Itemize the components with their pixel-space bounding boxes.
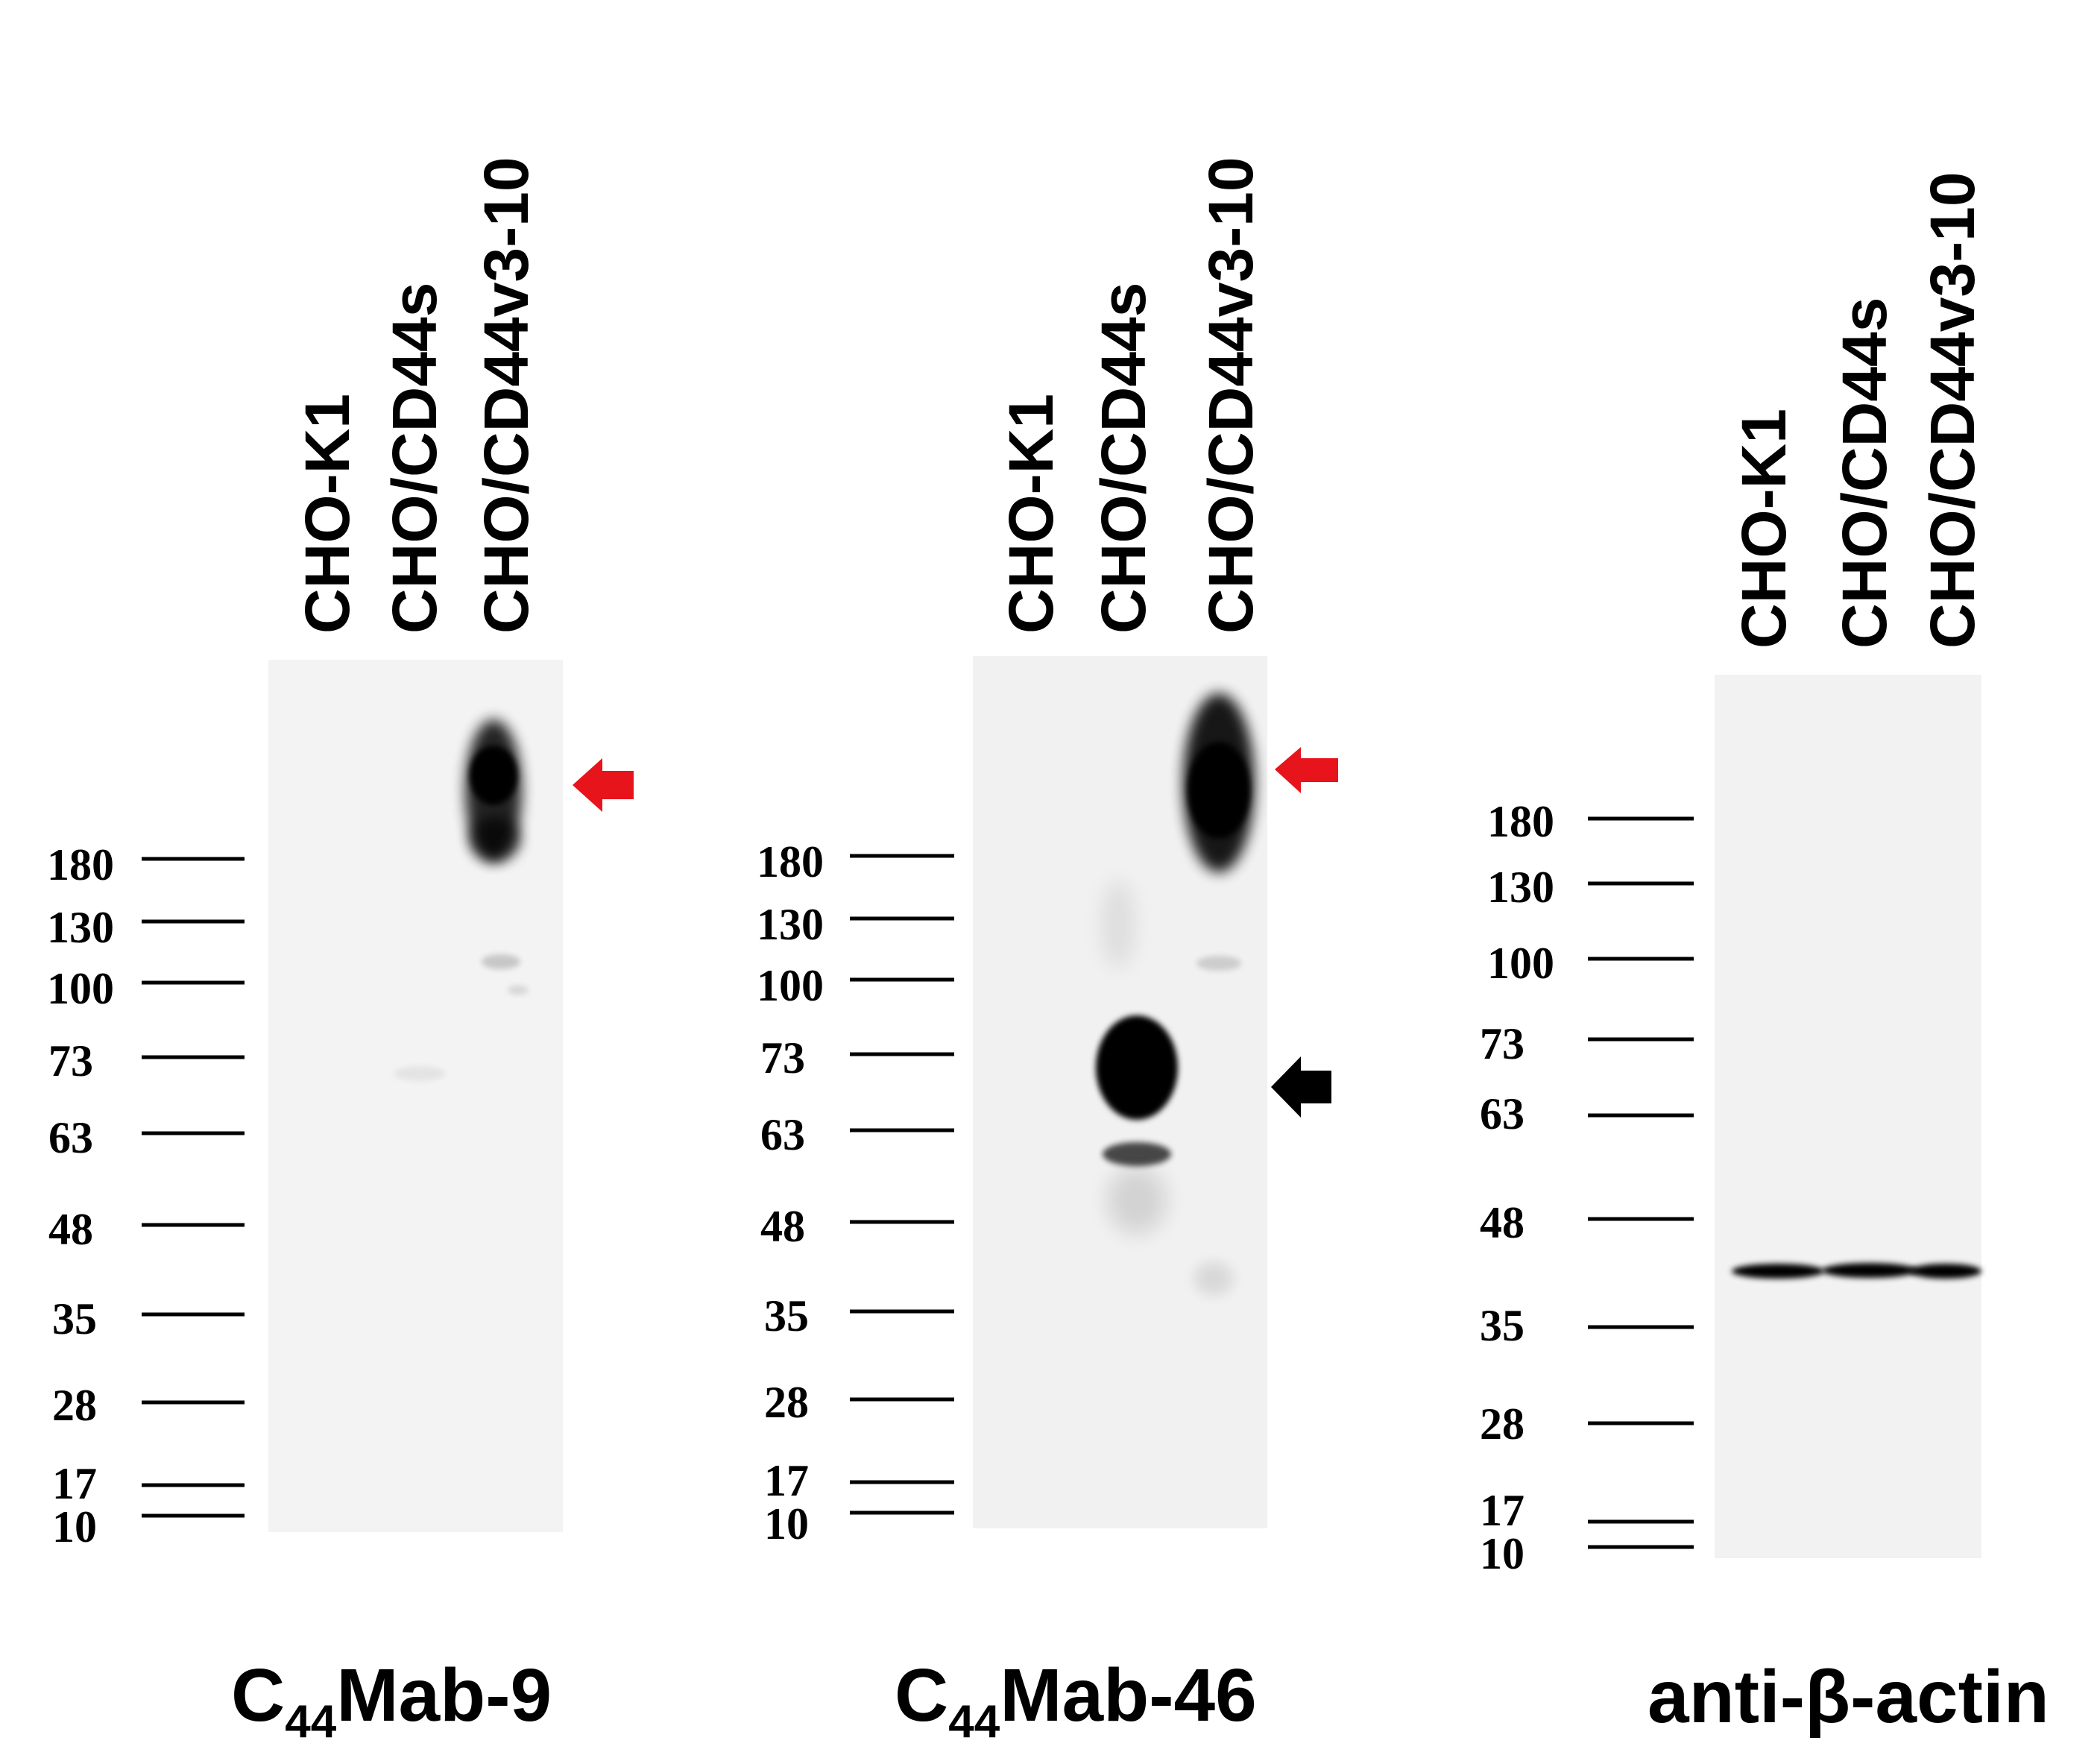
marker-label-63: 63 [48,1113,93,1162]
marker-label-63: 63 [760,1110,805,1159]
panel-c44mab-46: CHO-K1 CHO/CD44s CHO/CD44v3-10 [757,157,1338,1748]
lane-label-cho-cd44s: CHO/CD44s [1829,297,1899,649]
blot-bands [1096,693,1255,1295]
band-cd44s-smear-top [1102,880,1135,969]
lane-label-cho-cd44v3-10: CHO/CD44v3-10 [471,157,541,634]
marker-label-48: 48 [760,1202,805,1251]
marker-label-73: 73 [760,1033,805,1083]
blot-bands [1732,1263,1981,1279]
lane-label-cho-k1: CHO-K1 [996,394,1066,634]
marker-label-10: 10 [764,1499,809,1549]
blot-membrane [1715,675,1981,1558]
band-actin-cho-cd44v3-10 [1910,1264,1981,1279]
band-cd44v3-10-lower [470,816,520,861]
lane-label-cho-cd44s: CHO/CD44s [379,283,450,634]
band-actin-cho-k1 [1732,1264,1824,1279]
band-actin-cho-cd44s [1822,1263,1917,1278]
marker-label-130: 130 [1487,863,1554,912]
marker-label-35: 35 [1480,1301,1524,1350]
lane-label-cho-cd44v3-10: CHO/CD44v3-10 [1917,171,1987,649]
black-arrow-icon [1271,1056,1331,1118]
panel-anti-beta-actin: CHO-K1 CHO/CD44s CHO/CD44v3-10 180 130 1… [1480,171,2049,1739]
marker-ladder: 180 130 100 73 63 48 35 28 17 10 [1480,797,1694,1578]
marker-label-180: 180 [1487,797,1554,846]
lane-label-cho-k1: CHO-K1 [292,394,362,634]
marker-label-17: 17 [52,1459,97,1508]
marker-label-180: 180 [47,840,114,889]
marker-label-73: 73 [48,1036,93,1086]
marker-label-100: 100 [757,961,824,1010]
marker-label-100: 100 [47,964,114,1013]
marker-label-17: 17 [764,1456,809,1505]
band-cd44s-faint [394,1066,446,1081]
marker-label-10: 10 [1480,1529,1524,1578]
marker-label-130: 130 [757,900,824,949]
marker-label-28: 28 [764,1378,809,1427]
marker-label-35: 35 [52,1294,97,1343]
marker-label-28: 28 [52,1381,97,1430]
band-cd44v3-10-faint [482,954,520,969]
band-cd44v3-10-low-faint [1194,1262,1233,1295]
band-cd44s-tail [1107,1167,1167,1234]
band-cd44s-lower [1103,1142,1171,1166]
red-arrow-icon [573,758,634,812]
band-cd44v3-10-main [1188,742,1250,839]
marker-label-10: 10 [52,1502,97,1551]
panel-title-c44mab-9: C44Mab-9 [231,1654,552,1748]
marker-label-73: 73 [1480,1019,1524,1068]
lane-label-cho-cd44s: CHO/CD44s [1088,283,1158,634]
panel-title-anti-beta-actin: anti-β-actin [1647,1655,2049,1739]
marker-label-100: 100 [1487,939,1554,988]
panel-title-c44mab-46: C44Mab-46 [895,1654,1257,1748]
marker-label-63: 63 [1480,1089,1524,1138]
band-cd44v3-10-main [470,746,517,805]
lane-label-cho-cd44v3-10: CHO/CD44v3-10 [1196,157,1266,634]
band-cd44v3-10-faint-2 [508,986,529,995]
red-arrow-icon [1275,747,1338,793]
marker-label-48: 48 [1480,1198,1524,1247]
marker-label-28: 28 [1480,1399,1524,1449]
band-cd44v3-10-faint [1196,956,1241,971]
marker-ladder: 180 130 100 73 63 48 35 28 17 10 [757,837,954,1549]
marker-label-35: 35 [764,1291,809,1340]
marker-label-180: 180 [757,837,824,886]
marker-label-17: 17 [1480,1486,1524,1535]
panel-c44mab-9: CHO-K1 CHO/CD44s CHO/CD44v3-10 [47,157,634,1748]
marker-label-48: 48 [48,1205,93,1254]
blot-bands [394,719,529,1081]
lane-label-cho-k1: CHO-K1 [1729,409,1799,649]
marker-label-130: 130 [47,903,114,952]
marker-ladder: 180 130 100 73 63 48 35 28 17 10 [47,840,245,1551]
band-cd44s-main [1096,1015,1178,1120]
